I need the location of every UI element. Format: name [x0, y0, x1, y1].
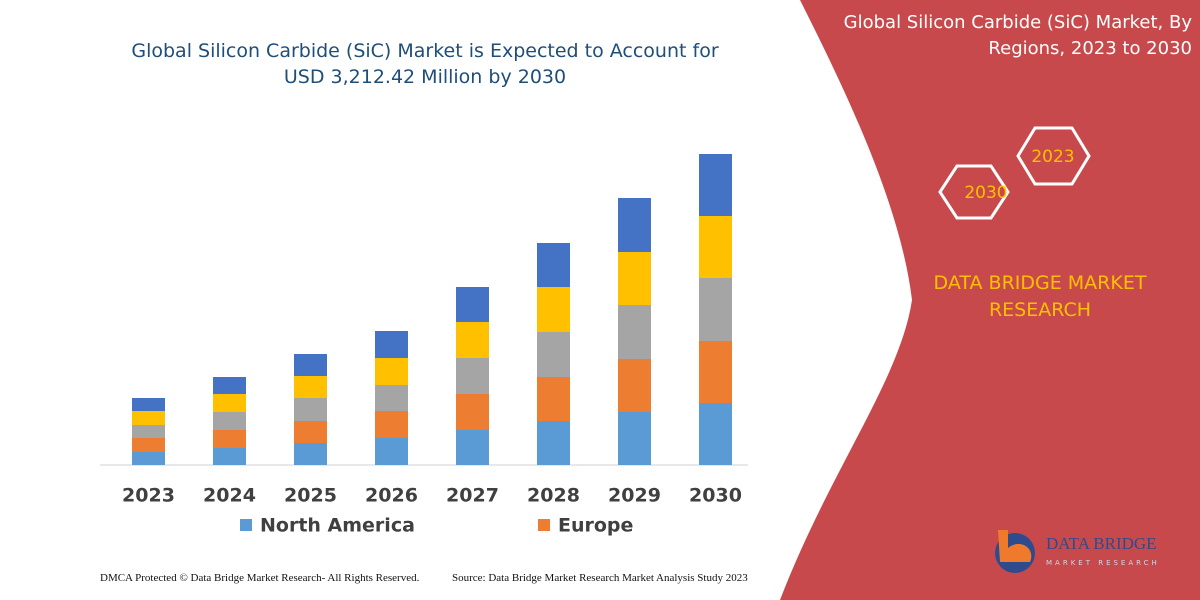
bar-segment [699, 403, 732, 465]
logo-icon [998, 530, 1032, 562]
bar-segment [456, 430, 489, 465]
x-tick-label: 2023 [122, 485, 175, 507]
logo-text: DATA BRIDGE [1046, 534, 1157, 553]
x-tick-label: 2027 [446, 485, 499, 507]
bar-segment [375, 331, 408, 358]
bar-segment [456, 358, 489, 394]
legend-label: Europe [558, 515, 633, 537]
bar-segment [132, 438, 165, 452]
bar-segment [375, 385, 408, 411]
bar-segment [537, 287, 570, 332]
x-tick-label: 2028 [527, 485, 580, 507]
bar-segment [294, 443, 327, 465]
bar-segment [375, 358, 408, 385]
x-tick-label: 2026 [365, 485, 418, 507]
bar-segment [375, 438, 408, 465]
legend-swatch [240, 519, 252, 531]
bar-segment [132, 398, 165, 411]
x-tick-label: 2025 [284, 485, 337, 507]
bar-segment [375, 411, 408, 438]
hex-label: 2023 [1031, 147, 1074, 167]
hexagon [938, 164, 1010, 220]
footer-source: Source: Data Bridge Market Research Mark… [452, 572, 748, 584]
panel-title: Global Silicon Carbide (SiC) Market, By … [843, 12, 1192, 59]
bar-segment [699, 341, 732, 403]
bar-segment [294, 398, 327, 421]
x-tick-label: 2024 [203, 485, 256, 507]
bar-segment [456, 322, 489, 358]
chart-title: Global Silicon Carbide (SiC) Market is E… [131, 40, 719, 88]
bar-segment [699, 154, 732, 216]
bar-segment [618, 198, 651, 252]
bar-segment [213, 412, 246, 430]
bar-segment [132, 411, 165, 425]
legend-swatch [538, 519, 550, 531]
bar-segment [294, 421, 327, 443]
hex-label: 2030 [964, 183, 1007, 203]
hexagon [1016, 126, 1091, 186]
bar-segment [618, 252, 651, 305]
footer-note: DMCA Protected © Data Bridge Market Rese… [100, 572, 420, 584]
bar-segment [294, 354, 327, 376]
bar-segment [132, 425, 165, 438]
bar-segment [456, 287, 489, 322]
red-panel [780, 0, 1200, 600]
bar-segment [537, 332, 570, 377]
bar-segment [456, 394, 489, 430]
x-tick-label: 2029 [608, 485, 661, 507]
bar-segment [213, 430, 246, 448]
bar-segment [537, 377, 570, 421]
bar-segment [132, 452, 165, 465]
bar-segment [699, 278, 732, 341]
bar-segment [618, 412, 651, 465]
bar-segment [537, 421, 570, 465]
bar-segment [213, 448, 246, 465]
bar-segment [618, 359, 651, 412]
x-tick-label: 2030 [689, 485, 742, 507]
bar-segment [213, 377, 246, 394]
bar-segment [294, 376, 327, 398]
logo-sub: MARKET RESEARCH [1046, 559, 1160, 567]
brand: DATA BRIDGE MARKET RESEARCH [933, 272, 1147, 321]
bar-segment [537, 243, 570, 287]
legend-label: North America [260, 515, 415, 537]
bar-segment [618, 305, 651, 359]
bar-segment [213, 394, 246, 412]
bar-segment [699, 216, 732, 278]
